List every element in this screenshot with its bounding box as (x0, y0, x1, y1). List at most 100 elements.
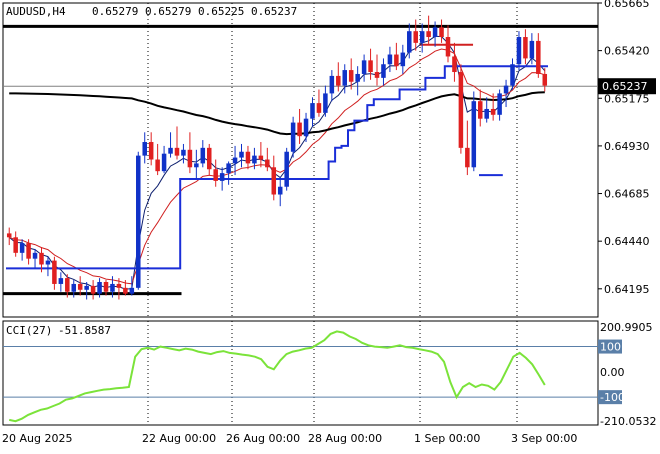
y-tick-label: 0.65665 (604, 0, 650, 10)
y-tick-label: 0.65420 (604, 45, 650, 58)
candle-body (239, 151, 244, 158)
candle-body (368, 60, 373, 73)
candle-body (90, 285, 96, 294)
candle-body (490, 108, 496, 115)
candle-body (265, 159, 270, 168)
candle-body (510, 64, 515, 86)
candle-body (97, 282, 102, 294)
axes-layer: 20 Aug 2025 22 Aug 00:00 26 Aug 00:00 28 Au… (2, 0, 656, 445)
candle-body (174, 147, 180, 156)
x-tick-label: 26 Aug 00:00 (226, 432, 300, 445)
candle-body (355, 73, 360, 82)
candle-body (297, 122, 302, 137)
candle-body (129, 287, 135, 294)
candle-body (394, 54, 399, 67)
candle-body (387, 54, 393, 65)
candle-body (6, 233, 12, 238)
candle-body (84, 285, 89, 290)
slow-ma-line (9, 48, 545, 285)
x-tick-label: 22 Aug 00:00 (142, 432, 216, 445)
current-price-box (598, 78, 656, 95)
candle-body (161, 153, 167, 172)
cci-level-label: -100 (600, 391, 625, 404)
candle-body (310, 103, 315, 119)
candle-body (458, 72, 464, 148)
x-tick-label: 1 Sep 00:00 (414, 432, 480, 445)
candle-body (407, 31, 412, 53)
candle-body (284, 151, 289, 187)
candle-body (361, 60, 367, 74)
candle-body (445, 37, 451, 57)
x-tick-label: 28 Aug 00:00 (308, 432, 382, 445)
candle-body (271, 167, 277, 195)
candle-body (348, 70, 354, 82)
y-tick-label: 0.64440 (604, 235, 650, 248)
candle-body (58, 278, 64, 284)
candle-body (381, 64, 386, 78)
cci-line (8, 330, 546, 423)
cci-label: CCI(27) (6, 324, 52, 337)
candle-body (484, 108, 489, 119)
cci-layer (3, 330, 598, 423)
candle-body (316, 103, 322, 113)
candle-body (252, 155, 257, 164)
candle-body (536, 40, 541, 74)
candle-body (503, 85, 509, 94)
candle-body (426, 31, 431, 38)
candle-body (290, 122, 296, 152)
cci-tick-label: 0.00 (600, 366, 625, 379)
candle-body (26, 243, 31, 259)
candle-body (413, 31, 418, 43)
candle-body (516, 37, 522, 65)
candle-body (136, 155, 141, 288)
candle-body (258, 155, 264, 160)
candle-body (142, 142, 147, 156)
candle-body (497, 93, 502, 115)
trailing-stop-line (6, 65, 548, 270)
candle-body (181, 149, 186, 156)
grid-layer (147, 3, 518, 425)
candle-body (336, 75, 341, 86)
candle-body (277, 186, 283, 195)
x-tick-label: 3 Sep 00:00 (511, 432, 577, 445)
candle-body (374, 72, 380, 78)
candle-body (232, 157, 238, 164)
y-tick-label: 0.64930 (604, 140, 650, 153)
candle-body (155, 159, 160, 172)
y-tick-label: 0.64195 (604, 283, 650, 296)
candle-body (200, 147, 206, 164)
candle-body (32, 252, 38, 259)
candle-body (439, 27, 444, 38)
chart-header-symbol: AUDUSD,H4 (6, 5, 66, 18)
candle-body (245, 151, 251, 164)
candles-layer (6, 15, 548, 300)
candle-body (303, 118, 309, 137)
long-ma-line (9, 91, 545, 136)
candle-body (471, 101, 477, 168)
candle-body (465, 147, 470, 168)
cci-level-box (598, 390, 622, 405)
candle-body (432, 27, 438, 38)
candle-body (52, 260, 57, 284)
candle-body (148, 142, 154, 160)
candle-body (187, 149, 193, 168)
cci-tick-label: -210.0532 (600, 415, 656, 428)
candle-body (123, 287, 128, 294)
candle-body (323, 93, 328, 113)
candle-body (116, 283, 122, 288)
candle-body (206, 147, 212, 170)
chart-header-values: 0.65279 0.65279 0.65225 0.65237 (92, 5, 297, 18)
candle-body (71, 283, 77, 292)
cci-tick-label: 200.9905 (600, 321, 653, 334)
candle-body (65, 278, 70, 292)
candle-body (226, 163, 231, 174)
candle-body (400, 52, 406, 67)
y-tick-label: 0.65175 (604, 92, 650, 105)
candle-body (77, 283, 83, 290)
candle-body (194, 163, 199, 168)
y-tick-label: 0.64685 (604, 188, 650, 201)
candle-body (110, 283, 115, 292)
cci-value: -51.8587 (58, 324, 111, 337)
